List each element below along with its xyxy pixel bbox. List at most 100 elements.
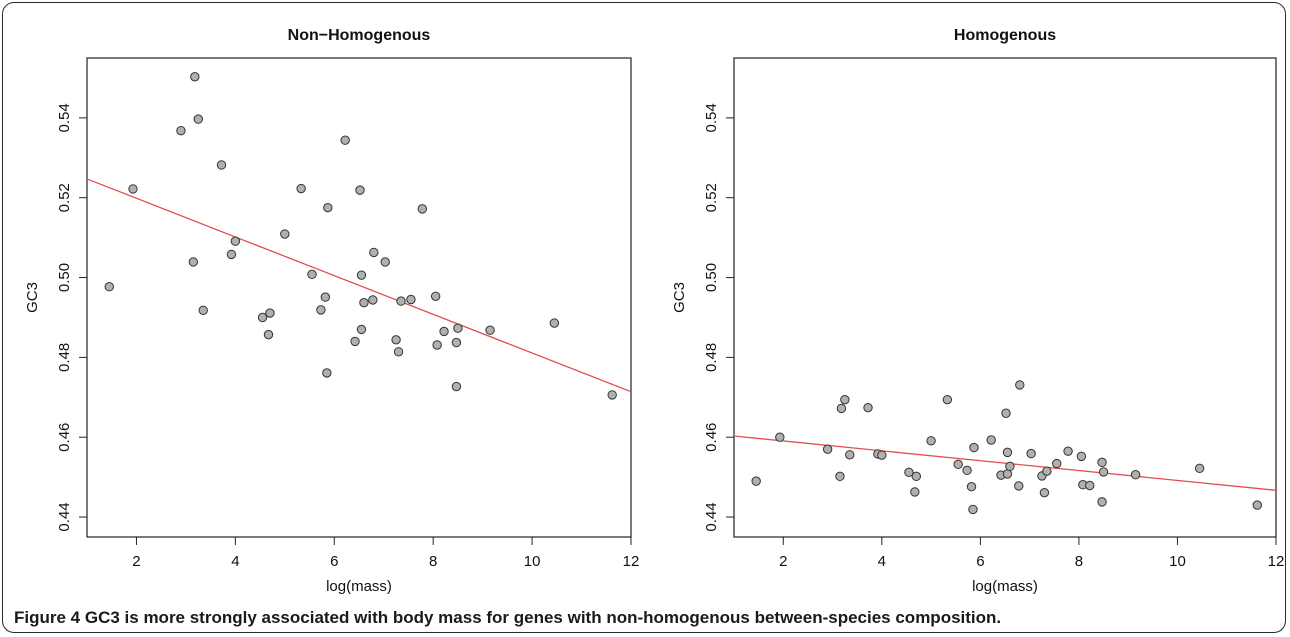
data-point — [453, 323, 463, 333]
data-point — [822, 444, 833, 454]
data-point — [968, 504, 978, 515]
data-point — [1098, 467, 1109, 477]
data-point — [451, 337, 462, 348]
y-tick-label: 0.50 — [56, 263, 73, 292]
chart-title: Non−Homogenous — [288, 27, 431, 44]
data-point — [396, 296, 406, 306]
data-point — [280, 229, 290, 239]
data-point — [1005, 461, 1015, 472]
data-point — [320, 292, 331, 302]
data-point — [176, 125, 186, 136]
data-point — [323, 202, 333, 213]
data-point — [432, 340, 442, 350]
x-tick-label: 6 — [330, 553, 338, 570]
data-point — [1252, 500, 1262, 510]
data-point — [607, 390, 617, 400]
data-point — [198, 305, 208, 315]
data-point — [230, 236, 241, 246]
data-point — [775, 432, 785, 442]
data-point — [1015, 380, 1025, 390]
data-point — [439, 326, 449, 337]
data-point — [840, 394, 850, 405]
data-point — [942, 394, 953, 405]
data-point — [1002, 447, 1013, 458]
data-point — [953, 459, 963, 470]
data-point — [1063, 446, 1073, 456]
y-tick-label: 0.48 — [56, 343, 73, 372]
figure-caption: Figure 4 GC3 is more strongly associated… — [14, 608, 1001, 628]
data-point — [986, 435, 996, 445]
chart-title: Homogenous — [954, 27, 1056, 44]
data-point — [1039, 487, 1050, 498]
figure-caption-text: GC3 is more strongly associated with bod… — [84, 608, 1002, 627]
data-point — [863, 402, 873, 413]
data-point — [128, 184, 138, 194]
data-point — [190, 72, 200, 82]
x-tick-label: 10 — [1169, 553, 1186, 570]
data-point — [226, 249, 237, 260]
data-point — [1097, 457, 1107, 468]
x-tick-label: 6 — [976, 553, 984, 570]
plot-frame — [86, 57, 632, 538]
x-tick-label: 8 — [429, 553, 437, 570]
data-point — [962, 465, 972, 476]
y-tick-label: 0.44 — [56, 502, 73, 531]
data-point — [350, 336, 360, 347]
data-point — [359, 297, 369, 308]
data-point — [911, 471, 922, 482]
figure-label: Figure 4 — [14, 608, 81, 627]
data-point — [1052, 458, 1062, 469]
x-tick-label: 8 — [1075, 553, 1083, 570]
data-point — [340, 135, 350, 145]
data-point — [1097, 497, 1107, 507]
data-point — [877, 450, 887, 460]
data-point — [391, 335, 401, 345]
data-point — [430, 291, 441, 302]
x-axis-label: log(mass) — [326, 578, 392, 595]
y-tick-label: 0.52 — [56, 183, 73, 212]
x-tick-label: 12 — [1268, 553, 1285, 570]
data-point — [485, 325, 495, 335]
data-point — [966, 482, 977, 492]
data-point — [257, 312, 268, 323]
data-point — [1076, 451, 1087, 462]
data-point — [926, 436, 936, 446]
data-point — [216, 160, 227, 170]
data-point — [969, 442, 979, 453]
x-tick-label: 2 — [779, 553, 787, 570]
x-tick-label: 10 — [524, 553, 541, 570]
panel-homogenous: Homogenous 2 4 6 8 10 12 0.44 0.46 0.48 0.50 0.52 0.… — [671, 27, 1284, 595]
data-point — [356, 324, 367, 335]
data-point — [1042, 466, 1052, 476]
data-point — [835, 471, 845, 482]
y-tick-label: 0.54 — [56, 103, 73, 132]
x-tick-label: 4 — [231, 553, 239, 570]
y-tick-label: 0.46 — [703, 423, 720, 452]
data-point — [316, 305, 326, 315]
data-point — [393, 347, 404, 357]
x-tick-label: 2 — [132, 553, 140, 570]
data-point — [845, 450, 855, 460]
data-point — [188, 257, 199, 267]
data-point — [380, 257, 390, 267]
data-point — [836, 403, 847, 414]
data-point — [263, 329, 274, 340]
y-axis-label: GC3 — [671, 282, 688, 313]
x-axis-label: log(mass) — [972, 578, 1038, 595]
data-point — [1014, 481, 1024, 491]
y-tick-label: 0.54 — [703, 103, 720, 132]
data-point — [406, 294, 416, 305]
data-point — [904, 467, 914, 478]
y-axis-label: GC3 — [24, 282, 41, 313]
data-point — [1194, 463, 1205, 474]
y-tick-label: 0.52 — [703, 183, 720, 212]
x-tick-label: 12 — [623, 553, 640, 570]
data-point — [1026, 448, 1036, 459]
data-point — [296, 183, 306, 194]
data-point — [356, 270, 367, 280]
data-point — [368, 295, 378, 305]
x-tick-label: 4 — [878, 553, 886, 570]
data-point — [451, 381, 462, 392]
